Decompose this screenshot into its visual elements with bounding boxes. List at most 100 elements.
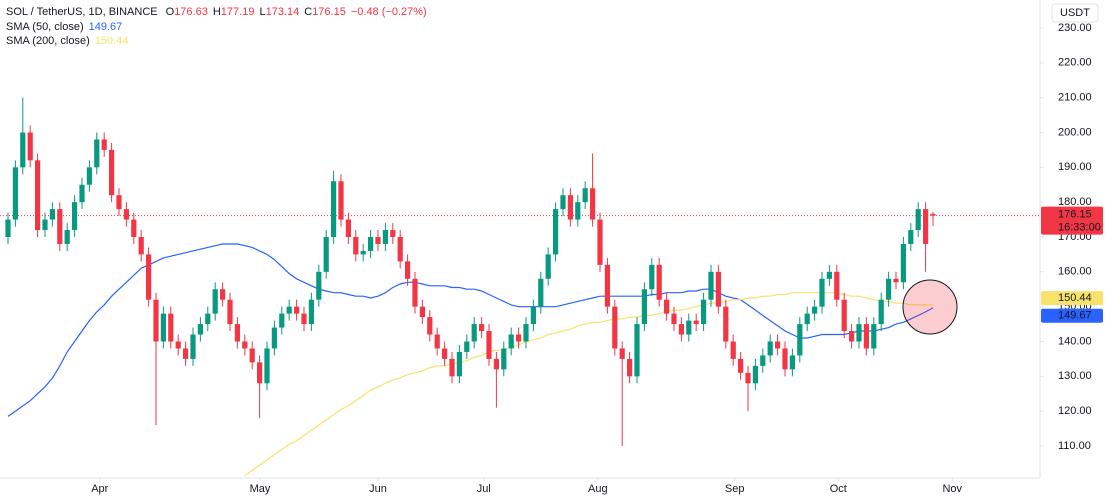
candle-body	[819, 278, 825, 307]
candle-body	[922, 209, 929, 244]
candle-body	[427, 317, 433, 335]
candle-body	[871, 324, 877, 349]
candle-body	[145, 254, 152, 300]
candle-body	[249, 348, 255, 363]
candle-body	[375, 236, 381, 244]
candle-body	[671, 313, 677, 325]
candle-body	[153, 299, 159, 342]
candle-body	[360, 250, 366, 255]
candle-body	[27, 132, 33, 161]
sma-price-label: 150.44	[1058, 292, 1092, 304]
candle-body	[190, 334, 196, 359]
symbol: SOL / TetherUS, 1D, BINANCE	[6, 6, 158, 18]
y-tick-label: 140.00	[1058, 335, 1092, 347]
candle-body	[397, 236, 403, 262]
candle-body	[797, 324, 803, 356]
candle-body	[523, 324, 529, 342]
candle-body	[234, 324, 240, 342]
currency[interactable]: USDT	[1060, 7, 1090, 19]
candle-body	[390, 230, 396, 237]
candle-body	[538, 278, 544, 307]
price-axis-bg	[1040, 0, 1105, 503]
high-value: 177.19	[221, 6, 255, 18]
low-value: 173.14	[266, 6, 300, 18]
candle-body	[256, 362, 263, 384]
candle-body	[693, 320, 699, 325]
y-tick-label: 210.00	[1058, 92, 1092, 104]
x-tick-label: Aug	[588, 483, 608, 495]
candle-body	[330, 181, 337, 237]
candle-body	[86, 167, 92, 185]
legend-entry: SMA (50, close) 149.67	[6, 21, 122, 33]
candle-body	[612, 306, 618, 349]
candle-body	[471, 324, 477, 342]
candle-body	[826, 271, 832, 279]
candle-body	[323, 236, 329, 272]
candle-body	[560, 195, 566, 210]
candle-body	[101, 139, 107, 150]
candle-body	[663, 299, 670, 314]
y-tick-label: 230.00	[1058, 22, 1092, 34]
candle-body	[264, 348, 270, 384]
candle-body	[723, 306, 729, 342]
highlight-circle	[902, 279, 958, 335]
candle-body	[737, 358, 744, 373]
candle-body	[12, 167, 18, 220]
sma-price-box	[1041, 291, 1103, 306]
candle-body	[575, 202, 581, 220]
candle-body	[175, 341, 181, 349]
candle-body	[745, 372, 751, 384]
ohlc-label: C	[304, 6, 312, 18]
candle-body	[353, 236, 359, 255]
candle-body	[804, 313, 810, 325]
candle-body	[619, 348, 625, 359]
candle-body	[456, 351, 462, 377]
candle-body	[5, 219, 11, 237]
candle-body	[338, 181, 344, 220]
sma-line	[7, 243, 934, 417]
change: −0.48 (−0.27%)	[351, 6, 427, 18]
candle-body	[478, 324, 485, 332]
y-tick-label: 120.00	[1058, 405, 1092, 417]
candle-body	[182, 348, 189, 359]
candle-body	[552, 209, 559, 255]
candle-body	[900, 243, 906, 283]
candle-body	[94, 139, 100, 168]
candle-body	[316, 271, 322, 300]
legend-entry: SMA (200, close) 150.44	[6, 35, 128, 47]
candle-body	[49, 209, 55, 220]
candle-body	[634, 324, 640, 377]
candle-body	[293, 306, 300, 314]
close-value: 176.15	[312, 6, 346, 18]
candle-body	[915, 209, 921, 231]
currency-box[interactable]	[1051, 3, 1099, 23]
y-tick-label: 130.00	[1058, 370, 1092, 382]
last-price-label: 176.15	[1058, 208, 1092, 220]
y-tick-label: 110.00	[1058, 440, 1091, 452]
x-tick-label: Jul	[477, 483, 491, 495]
candle-body	[501, 348, 507, 370]
candle-body	[893, 278, 899, 283]
candle-body	[649, 264, 655, 290]
candle-body	[708, 271, 714, 300]
candle-body	[434, 334, 440, 349]
candle-body	[686, 320, 692, 335]
candle-body	[856, 324, 862, 342]
candle-body	[367, 236, 374, 251]
open-value: 176.63	[174, 6, 208, 18]
ohlc-label: L	[259, 6, 265, 18]
candle-body	[567, 195, 573, 220]
candle-body	[930, 213, 936, 216]
candle-body	[419, 306, 425, 318]
candle-body	[212, 289, 218, 314]
candle-body	[20, 132, 26, 168]
candle-body	[242, 341, 248, 349]
candle-body	[782, 348, 788, 370]
candle-body	[582, 188, 588, 203]
candle-body	[715, 271, 721, 307]
header: SOL / TetherUS, 1D, BINANCE O176.63 H177.1…	[6, 6, 427, 18]
candle-body	[752, 365, 758, 384]
x-tick-label: May	[250, 483, 271, 495]
